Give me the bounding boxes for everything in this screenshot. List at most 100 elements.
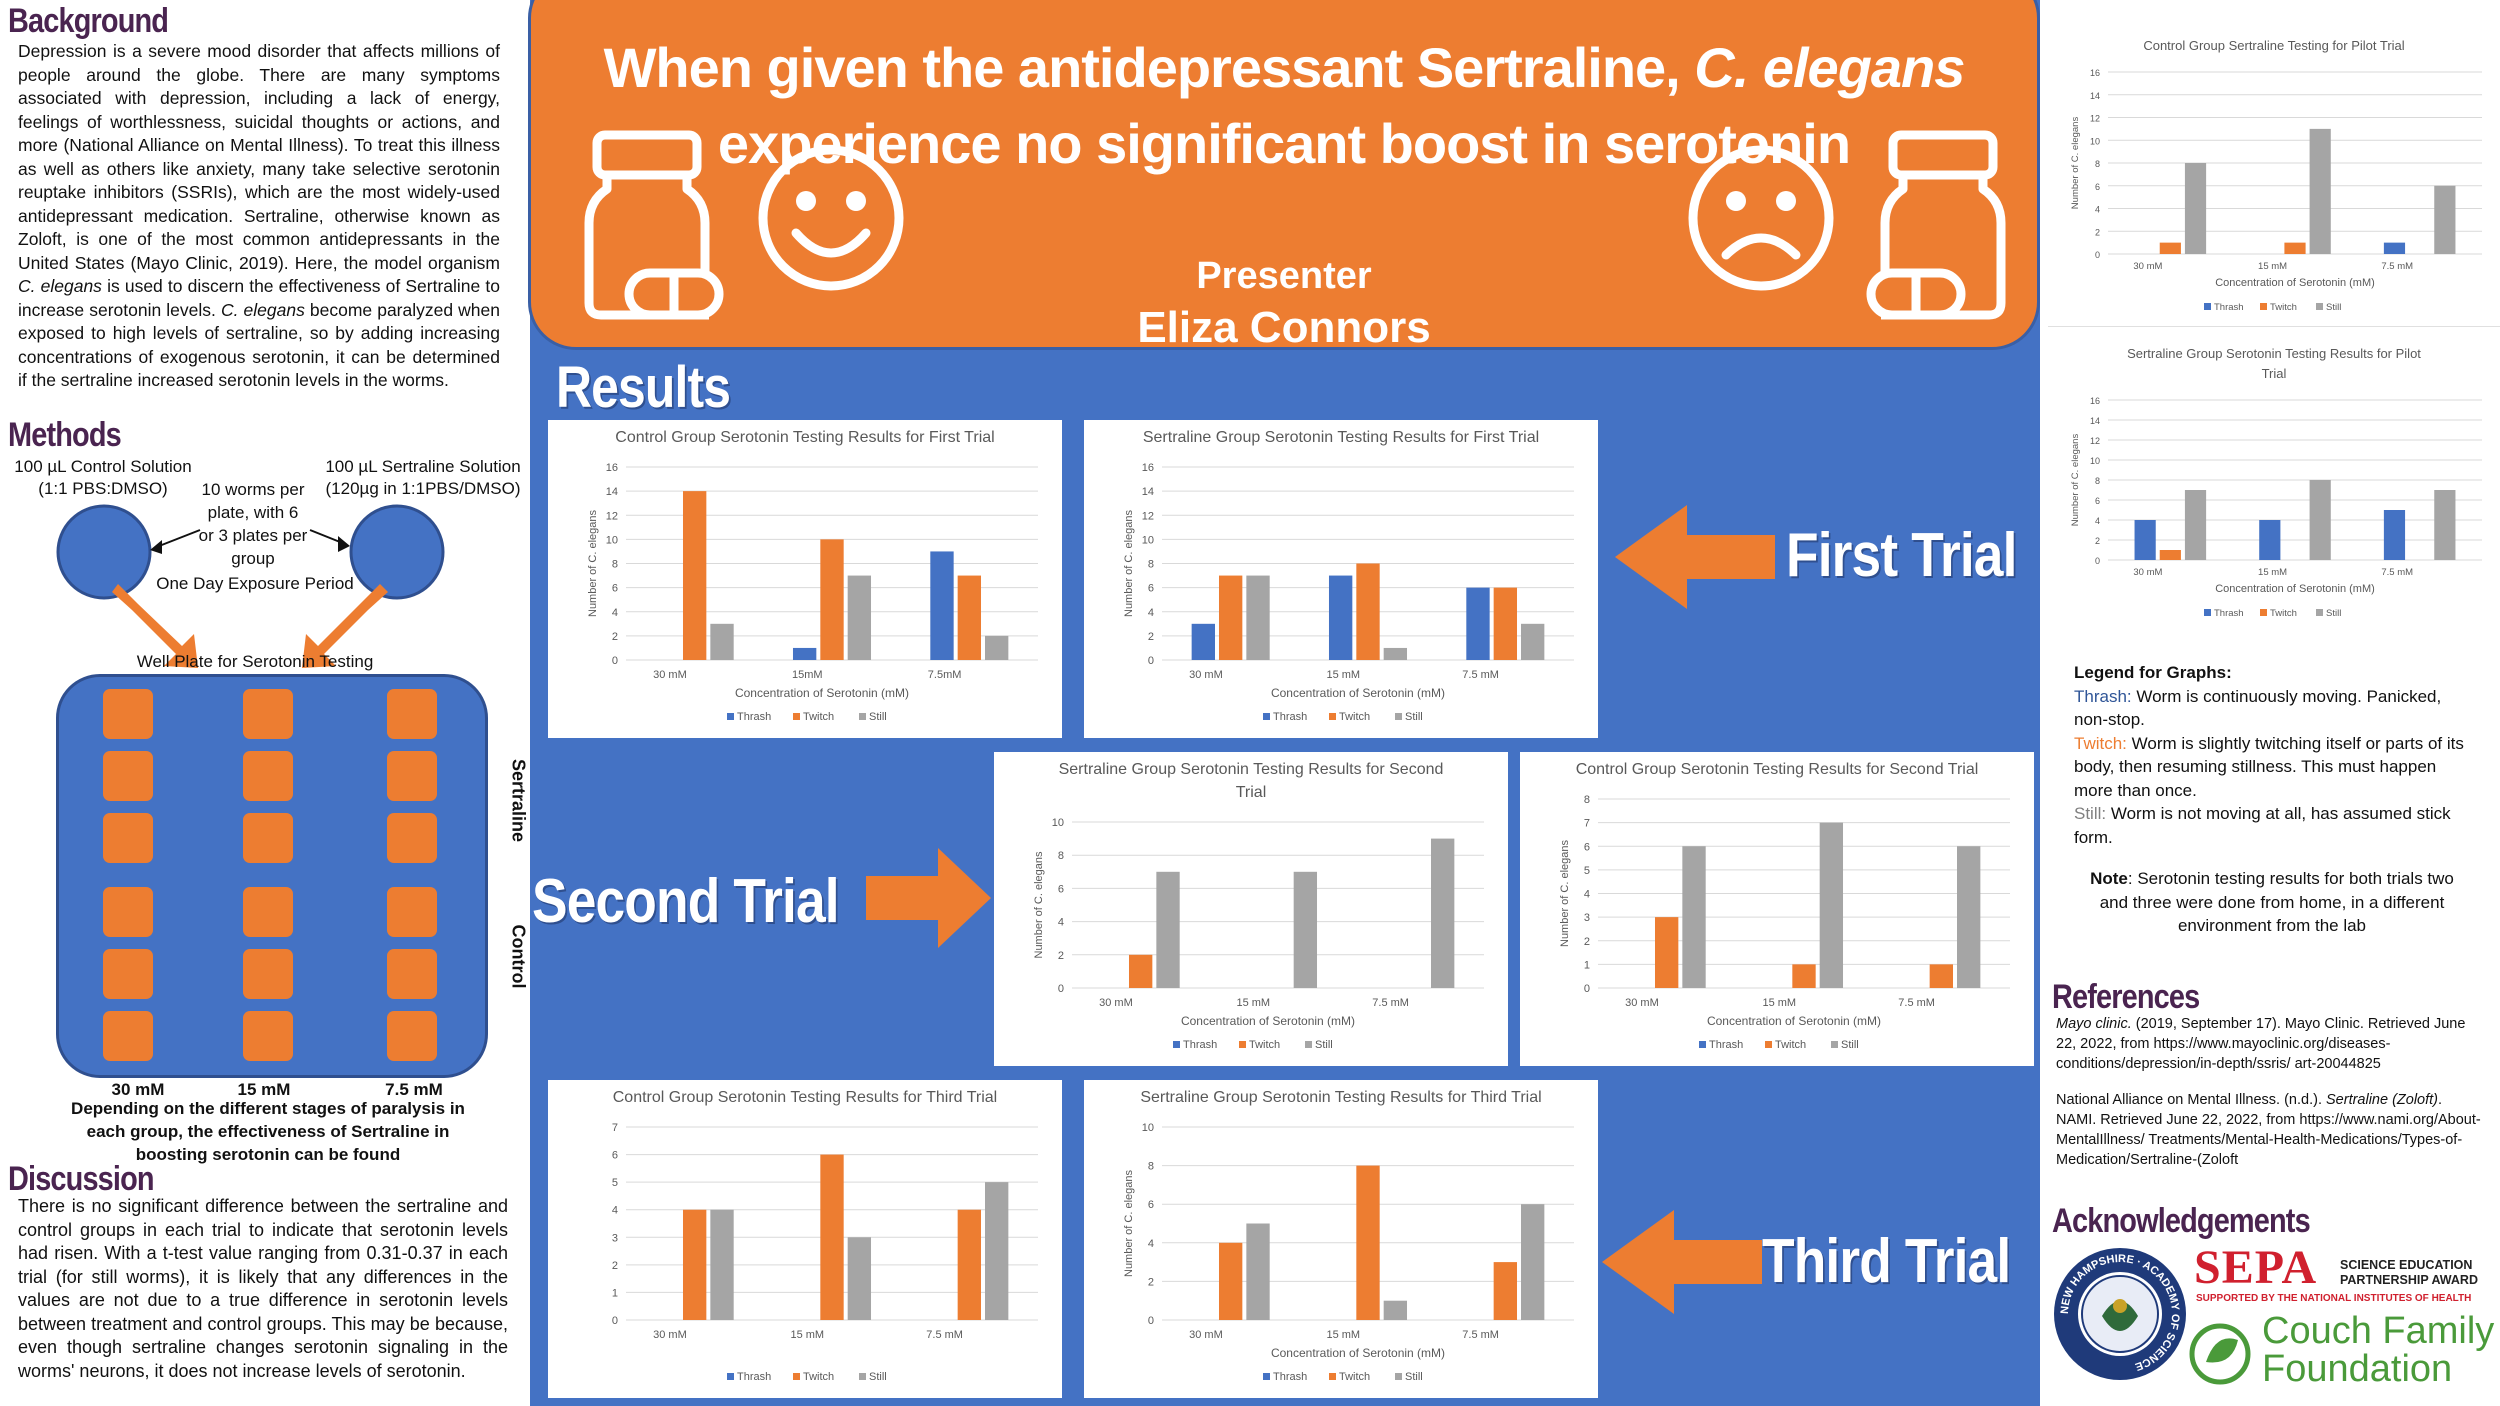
y-tick-label: 4 xyxy=(1148,1238,1154,1250)
bar-still xyxy=(2184,163,2207,254)
title-banner: When given the antidepressant Sertraline… xyxy=(528,0,2040,352)
bar-thrash xyxy=(930,551,954,660)
x-tick-label: 30 mM xyxy=(1189,669,1223,681)
y-tick-label: 4 xyxy=(2095,205,2100,215)
chart-pilot-sertraline-svg: Sertraline Group Serotonin Testing Resul… xyxy=(2070,346,2482,619)
y-axis-label: Number of C. elegans xyxy=(2070,117,2081,210)
bar-thrash xyxy=(1466,587,1490,660)
bar-thrash xyxy=(2134,520,2156,560)
legend-still: Still: Worm is not moving at all, has as… xyxy=(2074,804,2451,847)
x-tick-label: 30 mM xyxy=(2133,261,2162,272)
legend-label: Thrash xyxy=(1273,1371,1307,1383)
y-axis-label: Number of C. elegans xyxy=(587,510,599,617)
chart-title: Sertraline Group Serotonin Testing Resul… xyxy=(2127,346,2421,361)
chart-second-control-svg: Control Group Serotonin Testing Results … xyxy=(1559,761,2010,1051)
legend-swatch-still xyxy=(1831,1041,1838,1048)
control-solution-label: 100 µL Control Solution (1:1 PBS:DMSO) xyxy=(14,457,192,498)
legend-swatch-still xyxy=(1395,713,1402,720)
legend-twitch: Twitch: Worm is slightly twitching itsel… xyxy=(2074,733,2464,800)
y-tick-label: 6 xyxy=(612,583,618,595)
sepa-subtitle: SCIENCE EDUCATION PARTNERSHIP AWARD xyxy=(2340,1258,2478,1287)
pill-bottle-icon xyxy=(1866,130,2006,320)
y-tick-label: 10 xyxy=(2090,456,2100,466)
bar-twitch xyxy=(2159,550,2181,560)
sertraline-solution-label: 100 µL Sertraline Solution (120µg in 1:1P… xyxy=(325,457,521,498)
bar-thrash xyxy=(792,647,817,660)
y-axis-label: Number of C. elegans xyxy=(2070,434,2081,527)
bar-still xyxy=(1957,846,1981,988)
legend-thrash: Thrash: Worm is continuously moving. Pan… xyxy=(2074,686,2442,730)
well-col-label: 30 mM xyxy=(111,1080,165,1099)
poster-title-line-2: experience no significant boost in serot… xyxy=(717,112,1851,175)
legend-swatch-still xyxy=(2316,303,2323,310)
bar-still xyxy=(2184,490,2207,560)
sepa-nih-text: SUPPORTED BY THE NATIONAL INSTITUTES OF … xyxy=(2196,1293,2472,1304)
y-tick-label: 6 xyxy=(1148,1199,1154,1211)
x-tick-label: 15 mM xyxy=(1326,669,1360,681)
x-axis-label: Concentration of Serotonin (mM) xyxy=(1271,1346,1445,1360)
methods-caption: Depending on the different stages of par… xyxy=(71,1099,465,1164)
sepa-logo: SEPA xyxy=(2194,1241,2318,1294)
legend-label: Still xyxy=(2326,608,2341,619)
bar-thrash xyxy=(1328,575,1353,660)
legend-swatch-thrash xyxy=(1263,713,1270,720)
chart-first-sertraline: Sertraline Group Serotonin Testing Resul… xyxy=(1084,420,1598,738)
y-tick-label: 10 xyxy=(606,534,618,546)
methods-title: Methods xyxy=(8,416,122,454)
y-tick-label: 2 xyxy=(1148,1276,1154,1288)
well-col-label: 7.5 mM xyxy=(385,1080,443,1099)
bar-twitch xyxy=(1654,917,1679,988)
legend-swatch-twitch xyxy=(1329,1373,1336,1380)
reference-1: Mayo clinic. (2019, September 17). Mayo … xyxy=(2056,1016,2466,1072)
background-text: Depression is a severe mood disorder tha… xyxy=(18,41,501,390)
y-tick-label: 8 xyxy=(2095,159,2100,169)
note-text: Note: Serotonin testing results for both… xyxy=(2090,869,2454,935)
bar-twitch xyxy=(2284,242,2306,254)
well-plate-label: Well Plate for Serotonin Testing xyxy=(136,652,374,671)
couch-foundation-leaf-icon xyxy=(2189,1323,2251,1385)
y-tick-label: 12 xyxy=(606,510,618,522)
bar-twitch xyxy=(1356,563,1380,660)
well-plate xyxy=(56,674,488,1078)
bar-still xyxy=(1246,575,1270,660)
legend-swatch-still xyxy=(859,1373,866,1380)
x-tick-label: 30 mM xyxy=(1099,997,1133,1009)
legend-swatch-still xyxy=(1395,1373,1402,1380)
legend-swatch-twitch xyxy=(1239,1041,1246,1048)
y-tick-label: 6 xyxy=(1584,841,1590,853)
y-tick-label: 0 xyxy=(612,1315,618,1327)
x-tick-label: 15 mM xyxy=(1236,997,1270,1009)
left-arrow-icon xyxy=(1602,1210,1762,1314)
x-axis-label: Concentration of Serotonin (mM) xyxy=(2215,277,2375,289)
bar-still xyxy=(1383,1300,1408,1320)
x-tick-label: 7.5mM xyxy=(928,669,962,681)
presenter-label: Presenter xyxy=(1196,255,1372,297)
bar-twitch xyxy=(1493,1262,1518,1320)
acknowledgements-title: Acknowledgements xyxy=(2052,1202,2311,1240)
legend-label: Still xyxy=(869,711,887,723)
y-axis-label: Number of C. elegans xyxy=(1123,1170,1135,1277)
y-tick-label: 2 xyxy=(612,1260,618,1272)
x-tick-label: 15mM xyxy=(792,669,823,681)
legend-swatch-still xyxy=(2316,609,2323,616)
chart-title: Trial xyxy=(1236,784,1267,801)
chart-title: Control Group Serotonin Testing Results … xyxy=(1576,761,1979,778)
second-trial-label: Second Trial xyxy=(532,867,840,936)
first-trial-label: First Trial xyxy=(1786,521,2017,590)
y-tick-label: 10 xyxy=(1142,534,1154,546)
legend-title: Legend for Graphs: xyxy=(2074,663,2232,682)
sad-face-icon xyxy=(1688,145,1834,291)
x-tick-label: 7.5 mM xyxy=(1462,1329,1499,1341)
x-axis-label: Concentration of Serotonin (mM) xyxy=(735,686,909,700)
x-tick-label: 7.5 mM xyxy=(1462,669,1499,681)
background-title: Background xyxy=(8,2,169,40)
y-tick-label: 2 xyxy=(1584,936,1590,948)
chart-title: Control Group Serotonin Testing Results … xyxy=(615,429,994,446)
bar-twitch xyxy=(957,1209,982,1320)
y-tick-label: 4 xyxy=(1148,607,1154,619)
legend-swatch-thrash xyxy=(727,1373,734,1380)
left-arrow-icon xyxy=(1615,505,1775,609)
bar-twitch xyxy=(1493,587,1518,660)
references-title: References xyxy=(2052,978,2200,1016)
legend-label: Still xyxy=(869,1371,887,1383)
